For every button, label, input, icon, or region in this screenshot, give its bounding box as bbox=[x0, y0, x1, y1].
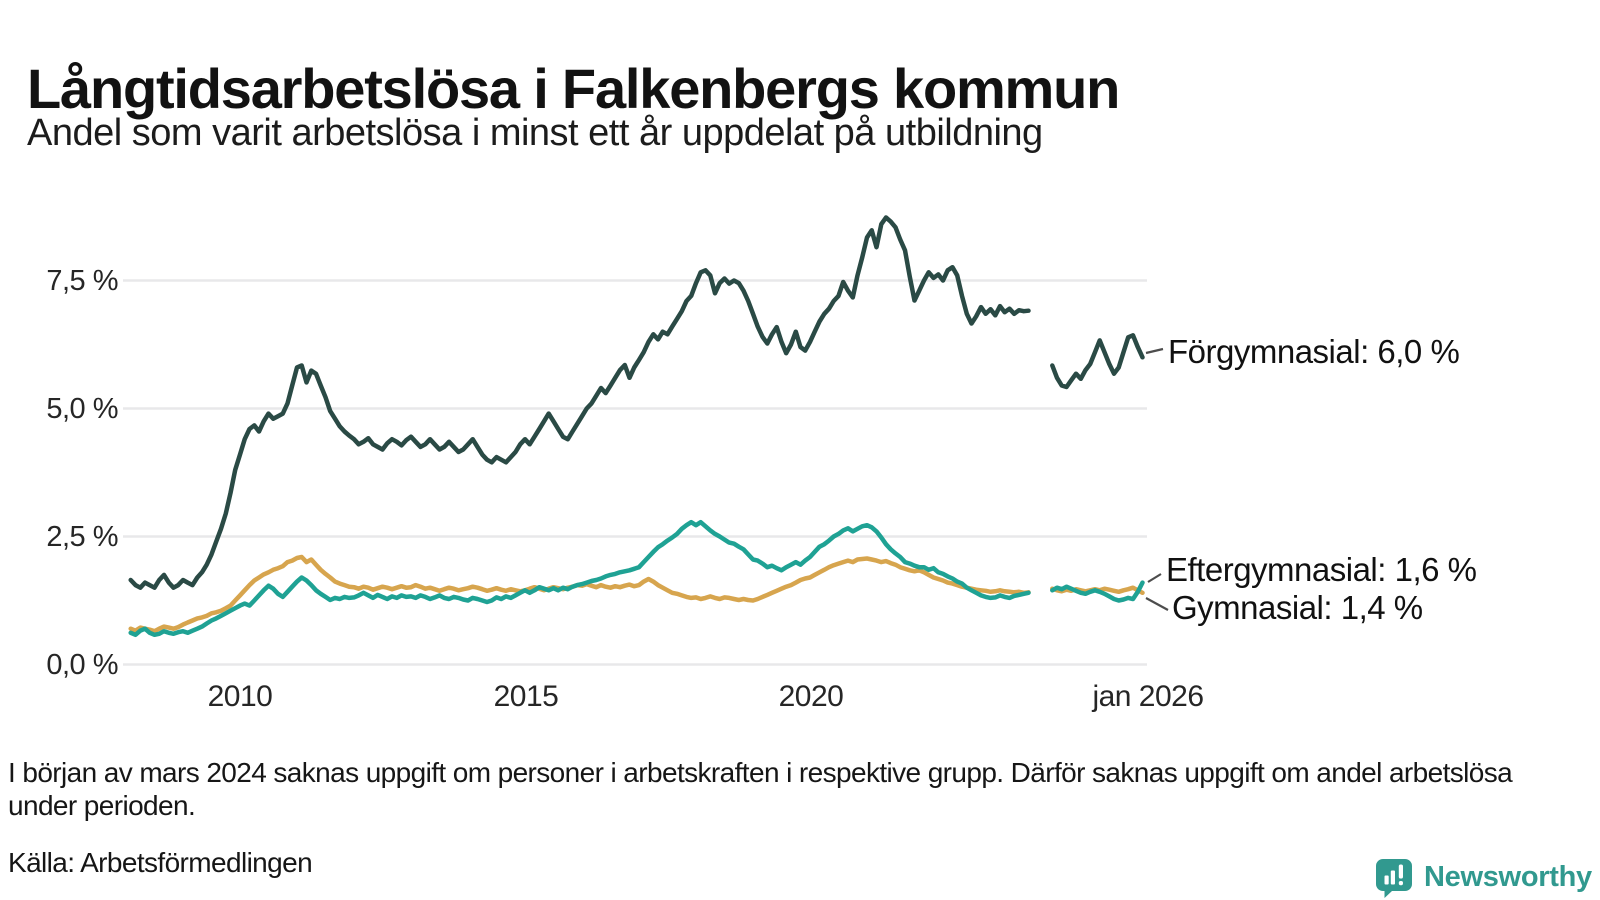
x-tick-label: 2015 bbox=[494, 680, 559, 713]
y-tick-label: 5,0 % bbox=[46, 393, 118, 425]
series-lines bbox=[128, 215, 1145, 638]
logo-bar-tall bbox=[1390, 870, 1395, 885]
chart-subtitle: Andel som varit arbetslösa i minst ett å… bbox=[27, 112, 1043, 154]
chart-footnote: I början av mars 2024 saknas uppgift om … bbox=[8, 757, 1513, 821]
y-tick-label: 2,5 % bbox=[46, 521, 118, 553]
newsworthy-logo: Newsworthy bbox=[1373, 856, 1592, 898]
logo-exclamation-dot bbox=[1398, 881, 1403, 886]
series-label-forgymnasial: Förgymnasial: 6,0 % bbox=[1168, 333, 1459, 370]
x-tick-label: jan 2026 bbox=[1091, 680, 1203, 713]
series-label-gymnasial: Gymnasial: 1,4 % bbox=[1172, 589, 1423, 626]
series-line-eftergymnasial bbox=[128, 519, 1145, 638]
x-tick-label: 2010 bbox=[208, 680, 273, 713]
label-connector-forgymnasial bbox=[1145, 347, 1164, 355]
source-label: Källa: Arbetsförmedlingen bbox=[8, 847, 313, 878]
page-title: Långtidsarbetslösa i Falkenbergs kommun bbox=[27, 56, 1120, 120]
y-tick-label: 0,0 % bbox=[46, 649, 118, 681]
newsworthy-logo-text: Newsworthy bbox=[1424, 860, 1592, 893]
series-line-förgymnasial bbox=[128, 215, 1145, 590]
series-label-eftergymnasial: Eftergymnasial: 1,6 % bbox=[1166, 551, 1477, 588]
label-connector-eftergymnasial bbox=[1147, 573, 1162, 583]
logo-bar-small bbox=[1384, 875, 1389, 885]
newsworthy-logo-icon bbox=[1376, 859, 1412, 898]
x-tick-label: 2020 bbox=[779, 680, 844, 713]
y-tick-label: 7,5 % bbox=[46, 265, 118, 297]
label-connector-gymnasial bbox=[1145, 597, 1169, 611]
logo-exclamation-bar bbox=[1398, 864, 1403, 879]
